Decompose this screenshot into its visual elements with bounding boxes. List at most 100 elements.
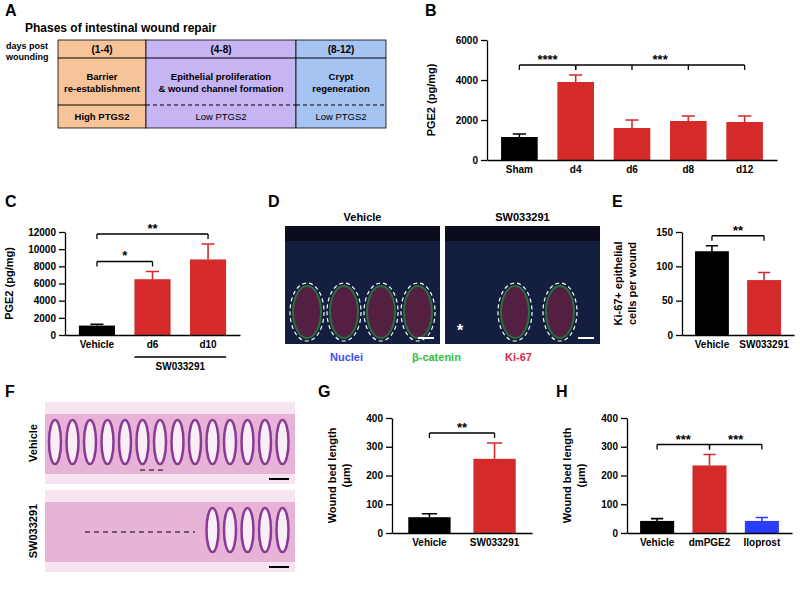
x-tick-label: Vehicle bbox=[695, 339, 730, 350]
phase-description: Crypt bbox=[329, 71, 355, 82]
bars bbox=[501, 75, 763, 160]
y-tick: 6000 bbox=[34, 278, 65, 289]
y-tick-label: 12000 bbox=[28, 227, 56, 238]
crypt bbox=[154, 420, 166, 464]
y-tick-label: 0 bbox=[377, 528, 383, 539]
y-tick: 300 bbox=[366, 441, 392, 452]
crypt-stain bbox=[501, 286, 529, 338]
y-tick: 100 bbox=[656, 261, 682, 272]
x-tick: Vehicle bbox=[695, 335, 730, 350]
y-tick: 2000 bbox=[456, 115, 487, 126]
tick-mark bbox=[386, 475, 392, 476]
x-tick: d6 bbox=[147, 335, 159, 350]
y-tick: 0 bbox=[667, 330, 682, 341]
crypt-outline bbox=[498, 283, 532, 341]
bar bbox=[745, 521, 779, 533]
x-tick: dmPGE2 bbox=[689, 533, 731, 548]
x-tick-label: d8 bbox=[682, 164, 694, 175]
phase-cell bbox=[146, 40, 296, 128]
significance-label: **** bbox=[537, 52, 558, 67]
tick-mark bbox=[386, 447, 392, 448]
error-bar bbox=[513, 134, 526, 137]
y-tick: 400 bbox=[366, 413, 392, 424]
phase-table: (1-4)Barrierre-establishmentHigh PTGS2(4… bbox=[58, 40, 386, 128]
tissue-layer bbox=[45, 502, 295, 562]
crypt-outline bbox=[401, 283, 435, 341]
crypt bbox=[84, 420, 96, 464]
crypt bbox=[49, 420, 61, 464]
tick-mark bbox=[386, 504, 392, 505]
y-tick-label: 100 bbox=[656, 261, 673, 272]
y-tick-label: 0 bbox=[667, 330, 673, 341]
axis-line bbox=[627, 419, 628, 534]
x-tick: Vehicle bbox=[412, 533, 447, 548]
x-tick-label: Sham bbox=[506, 164, 533, 175]
y-axis-title: Wound bed length bbox=[326, 427, 338, 523]
y-tick: 4000 bbox=[456, 75, 487, 86]
x-tick-label: Iloprost bbox=[744, 537, 781, 548]
panel-letter: C bbox=[5, 193, 17, 210]
tissue-layer bbox=[445, 241, 600, 344]
y-tick-label: 10000 bbox=[28, 244, 56, 255]
error-bar bbox=[625, 120, 638, 128]
image-label: SW033291 bbox=[27, 504, 39, 558]
x-tick-label: Vehicle bbox=[80, 339, 115, 350]
tissue-layer bbox=[285, 241, 440, 344]
phase-ptgs2: Low PTGS2 bbox=[195, 111, 246, 122]
bar bbox=[692, 465, 726, 533]
y-tick-label: 2000 bbox=[456, 115, 479, 126]
error-bar bbox=[758, 273, 770, 281]
crypt-stain bbox=[293, 286, 321, 338]
crypt bbox=[224, 508, 236, 552]
crypt bbox=[277, 508, 289, 552]
y-tick: 0 bbox=[612, 528, 627, 539]
y-tick: 8000 bbox=[34, 261, 65, 272]
x-tick: Vehicle bbox=[80, 335, 115, 350]
error-bar bbox=[90, 324, 103, 325]
y-tick-label: 6000 bbox=[34, 278, 57, 289]
error-bar bbox=[738, 116, 751, 122]
error-bar bbox=[682, 116, 695, 121]
y-tick: 6000 bbox=[456, 35, 487, 46]
tissue-layer bbox=[45, 414, 295, 474]
y-axis-title: PGE2 (pg/mg) bbox=[3, 247, 15, 320]
wound-marker: * bbox=[457, 322, 464, 339]
y-axis-title: (μm) bbox=[340, 463, 352, 487]
panel-letter: B bbox=[425, 2, 437, 19]
image-frame bbox=[445, 226, 600, 344]
micrograph bbox=[45, 490, 295, 572]
panel-letter: H bbox=[556, 383, 568, 400]
bar bbox=[670, 121, 707, 160]
y-tick-label: 200 bbox=[601, 470, 618, 481]
legend-label: Ki-67 bbox=[505, 351, 532, 363]
tick-mark bbox=[59, 266, 65, 267]
crypt-stain bbox=[404, 286, 432, 338]
y-tick: 0 bbox=[377, 528, 392, 539]
x-tick-label: Vehicle bbox=[412, 537, 447, 548]
image-frame bbox=[45, 490, 295, 572]
diagram-heading: Phases of intestinal wound repair bbox=[25, 21, 217, 35]
row-divider bbox=[58, 104, 146, 105]
y-axis-title: Wound bed length bbox=[561, 427, 573, 523]
bars bbox=[79, 244, 226, 335]
tick-mark bbox=[621, 533, 627, 534]
bar bbox=[473, 459, 515, 533]
phase-ptgs2: Low PTGS2 bbox=[315, 111, 366, 122]
error-bar bbox=[202, 244, 215, 259]
y-axis-title: PGE2 (pg/mg) bbox=[425, 63, 437, 136]
axis-line bbox=[488, 160, 778, 161]
row-divider bbox=[58, 57, 146, 58]
y-tick-label: 0 bbox=[612, 528, 618, 539]
y-tick-label: 4000 bbox=[34, 295, 57, 306]
error-bar bbox=[146, 271, 159, 279]
crypt bbox=[259, 420, 271, 464]
x-tick-label: d6 bbox=[147, 339, 159, 350]
bars bbox=[408, 443, 515, 533]
x-tick: SW033291 bbox=[739, 335, 789, 350]
x-axis: Vehicle SW033291 bbox=[683, 335, 795, 350]
row-label: wounding bbox=[5, 52, 49, 62]
tick-mark bbox=[621, 504, 627, 505]
y-tick: 0 bbox=[472, 155, 487, 166]
bars bbox=[695, 246, 781, 335]
y-tick: 400 bbox=[601, 413, 627, 424]
